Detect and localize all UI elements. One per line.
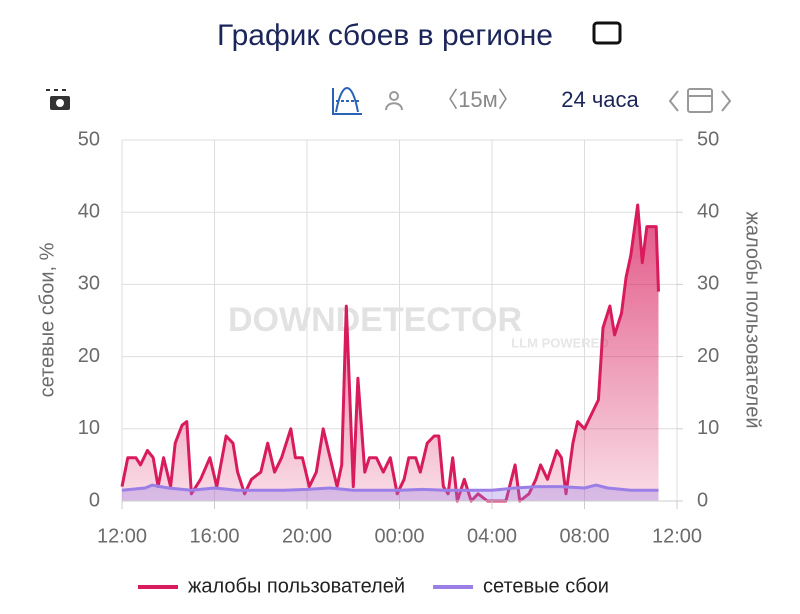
x-tick-label: 12:00 xyxy=(652,525,702,547)
watermark: DOWNDETECTOR xyxy=(228,301,522,339)
user-icon[interactable] xyxy=(385,91,403,111)
y-axis-label: сетевые сбои, % xyxy=(36,242,58,397)
y2-tick-label: 50 xyxy=(697,128,719,150)
y-tick-label: 10 xyxy=(78,417,100,439)
range-label: 24 часа xyxy=(561,87,639,112)
chart-mode-icon[interactable] xyxy=(332,87,362,115)
y-tick-label: 0 xyxy=(89,489,100,511)
line xyxy=(121,483,659,492)
y-tick-label: 40 xyxy=(78,200,100,222)
x-tick-label: 04:00 xyxy=(467,525,517,547)
x-tick-label: 00:00 xyxy=(374,525,424,547)
area xyxy=(122,485,659,501)
x-tick-label: 08:00 xyxy=(559,525,609,547)
y2-axis-label: жалобы пользователей xyxy=(742,211,764,428)
plot xyxy=(120,203,660,503)
y2-tick-label: 10 xyxy=(697,417,719,439)
interval-selector[interactable]: 〈15м〉 xyxy=(436,87,520,112)
x-tick-label: 16:00 xyxy=(189,525,239,547)
calendar-nav[interactable] xyxy=(668,88,732,113)
screenshot-icon[interactable] xyxy=(46,89,70,110)
y-tick-label: 30 xyxy=(78,273,100,295)
area xyxy=(122,205,659,501)
line xyxy=(120,203,660,503)
chart-title: График сбоев в регионе xyxy=(217,19,553,52)
y2-tick-label: 20 xyxy=(697,345,719,367)
y2-tick-label: 30 xyxy=(697,273,719,295)
y2-tick-label: 0 xyxy=(697,489,708,511)
y-tick-label: 20 xyxy=(78,345,100,367)
monitor-icon xyxy=(592,21,622,45)
y2-tick-label: 40 xyxy=(697,200,719,222)
watermark-sub: LLM POWERED xyxy=(511,335,609,350)
x-tick-label: 20:00 xyxy=(282,525,332,547)
legend-label[interactable]: сетевые сбои xyxy=(483,575,609,597)
y-tick-label: 50 xyxy=(78,128,100,150)
legend-label[interactable]: жалобы пользователей xyxy=(188,575,405,597)
x-tick-label: 12:00 xyxy=(97,525,147,547)
